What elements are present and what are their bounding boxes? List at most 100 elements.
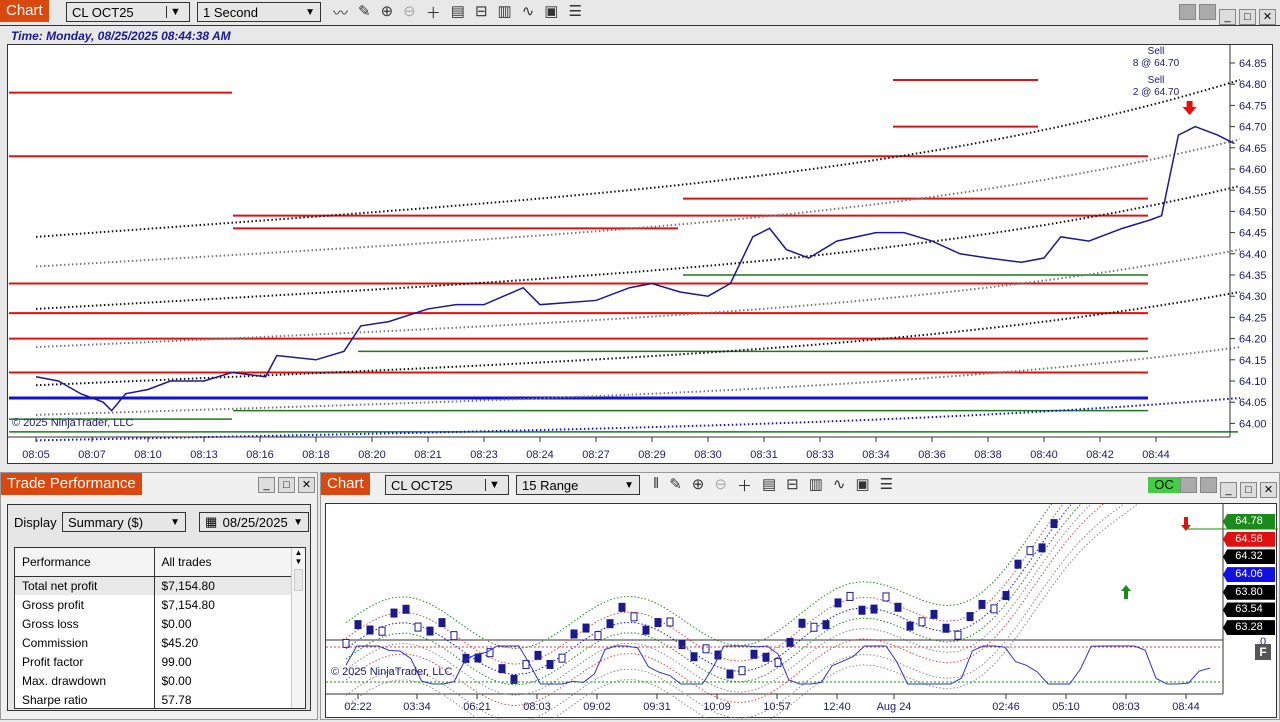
candle [918,617,926,627]
y-tick-label: 64.30 [1239,291,1267,303]
oscillator-line [345,645,1211,685]
scroll-thumb[interactable] [294,569,303,591]
trade-performance-window: Trade Performance _ □ ✕ Display Summary ($… [0,472,318,720]
zoom-out-icon[interactable]: ⊖ [714,476,727,493]
row-value: 99.00 [161,654,192,669]
candle [738,666,746,676]
range-chart[interactable]: 02:22 03:34 06:21 08:03 09:02 09:31 10:09 10:57… [326,304,1278,722]
price-label: 64.06 [1223,567,1275,583]
table-row[interactable]: Gross profit $7,154.80 [15,595,291,614]
list-icon[interactable]: ☰ [568,3,582,20]
crosshair-icon[interactable]: ＋ [736,478,752,495]
close-button[interactable]: ✕ [1260,482,1277,498]
buy-arrow-icon [1121,585,1131,599]
scroll-up-icon[interactable]: ▲ [294,548,303,557]
bar-style-icon[interactable]: ǁ [653,475,660,492]
instrument-select[interactable]: CL OCT25 ▼ [66,2,190,22]
trade-performance-tab[interactable]: Trade Performance [1,473,142,495]
strategies-icon[interactable]: ∿ [521,3,535,20]
header-performance[interactable]: Performance [15,548,155,576]
price-label: 63.28 [1223,620,1275,636]
table-row[interactable]: Max. drawdown $0.00 [15,671,291,690]
y-tick-label: 64.60 [1239,164,1267,176]
strategies-icon[interactable]: ∿ [832,476,846,493]
price-label: 64.78 [1223,514,1275,529]
interval-value: 15 Range [522,477,579,493]
maximize-button[interactable]: □ [1240,482,1257,498]
display-select[interactable]: Summary ($) ▼ [62,512,186,532]
date-select[interactable]: ▦ 08/25/2025 ▼ [199,512,309,532]
x-tick-label: 08:33 [806,449,834,461]
close-button[interactable]: ✕ [1259,9,1276,25]
oc-status-button[interactable]: OC [1148,477,1180,493]
properties-icon[interactable]: ⊟ [786,476,799,493]
x-tick-label: 08:42 [1086,449,1114,461]
candle [558,653,566,663]
pencil-icon[interactable]: ✎ [358,3,371,20]
instrument-select[interactable]: CL OCT25 ▼ [385,475,509,495]
link-button-2[interactable] [1199,4,1216,20]
table-row[interactable]: Total net profit $7,154.80 [15,576,291,595]
table-row[interactable]: Profit factor 99.00 [15,652,291,671]
templates-icon[interactable]: ▣ [544,3,559,20]
link-button-2[interactable] [1200,477,1217,493]
copyright: © 2025 NinjaTrader, LLC [12,417,134,429]
instrument-value: CL OCT25 [391,477,453,493]
indicators-icon[interactable]: ▥ [497,3,512,20]
link-button[interactable] [1179,4,1196,20]
scroll-down-icon[interactable]: ▼ [294,557,303,566]
minimize-button[interactable]: _ [258,477,275,493]
interval-select[interactable]: 1 Second ▼ [197,2,321,22]
bottom-chart-tab[interactable]: Chart [321,473,370,495]
zoom-in-icon[interactable]: ⊕ [691,476,705,493]
maximize-button[interactable]: □ [1239,9,1256,25]
y-tick-label: 64.75 [1239,100,1267,112]
templates-icon[interactable]: ▣ [855,476,870,493]
x-tick-label: 05:10 [1052,701,1080,713]
zoom-in-icon[interactable]: ⊕ [380,3,394,20]
interval-value: 1 Second [203,4,258,20]
candle [834,598,842,608]
band-line [345,341,1211,686]
y-tick-label: 64.40 [1239,249,1267,261]
scrollbar[interactable]: ▲ ▼ [291,548,305,708]
maximize-button[interactable]: □ [278,477,295,493]
row-value: $45.20 [161,635,199,650]
header-all-trades[interactable]: All trades [161,554,212,569]
table-row[interactable]: Gross loss $0.00 [15,614,291,633]
candle [546,659,554,669]
price-label: 64.58 [1223,531,1275,547]
interval-select[interactable]: 15 Range ▼ [516,475,640,495]
indicators-icon[interactable]: ▥ [808,476,823,493]
close-button[interactable]: ✕ [298,477,315,493]
candle [378,626,386,636]
candle [1014,559,1022,569]
candle [978,599,986,609]
data-box-icon[interactable]: ▤ [761,476,777,493]
table-row[interactable]: Sharpe ratio 57.78 [15,690,291,708]
link-button[interactable] [1180,477,1197,493]
bottom-chart-area[interactable]: 02:22 03:34 06:21 08:03 09:02 09:31 10:09 10:57… [325,304,1278,722]
data-box-icon[interactable]: ▤ [450,3,465,20]
minimize-button[interactable]: _ [1220,482,1237,498]
list-icon[interactable]: ☰ [879,476,894,493]
zoom-out-icon[interactable]: ⊖ [403,3,416,20]
y-tick-label: 64.20 [1239,334,1267,346]
y-tick-label: 64.25 [1239,312,1267,324]
candle [570,629,578,639]
top-chart-area[interactable]: Sell 8 @ 64.70 Sell 2 @ 64.70 64.85 64.80 64.7… [7,44,1273,464]
minimize-button[interactable]: _ [1219,9,1236,25]
crosshair-icon[interactable]: ＋ [425,5,441,22]
table-row[interactable]: Commission $45.20 [15,633,291,652]
candle [1050,519,1058,529]
pencil-icon[interactable]: ✎ [669,476,682,493]
candle [366,625,374,635]
f-button[interactable]: F [1255,644,1271,660]
x-tick-label: 08:36 [918,449,946,461]
candle [990,604,998,614]
properties-icon[interactable]: ⊟ [474,3,488,20]
top-chart-tab[interactable]: Chart [0,0,49,22]
chart-style-icon[interactable]: 〰 [333,5,349,22]
candle [690,652,698,662]
